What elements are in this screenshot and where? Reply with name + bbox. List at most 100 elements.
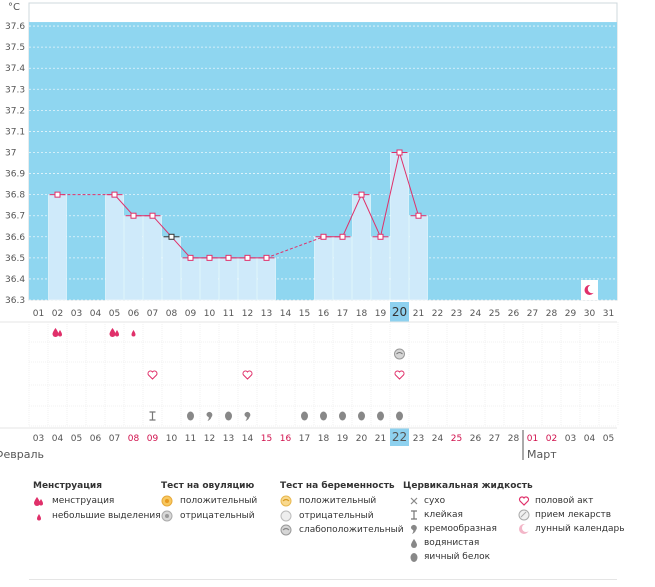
spotting-icon: [37, 514, 41, 521]
date-label: 21: [375, 434, 386, 444]
temperature-line: [361, 194, 381, 237]
y-tick-label: 37.4: [5, 64, 25, 74]
date-label: 28: [508, 434, 520, 444]
date-label: 02: [546, 434, 557, 444]
temperature-point: [415, 212, 422, 219]
cycle-day-label: 10: [204, 309, 216, 319]
temperature-point: [320, 233, 327, 240]
cycle-day-label: 15: [299, 309, 310, 319]
date-label: 08: [128, 434, 140, 444]
cycle-day-label: 19: [375, 309, 387, 319]
cycle-day-label: 04: [90, 309, 102, 319]
heart-icon: [518, 496, 530, 506]
legend-item-watery: водянистая: [424, 538, 480, 548]
legend-title-cervical: Цервикальная жидкость: [403, 481, 533, 491]
egg-white-icon: [320, 411, 327, 421]
y-tick-label: 36.9: [5, 170, 25, 180]
legend-item-creamy: кремообразная: [424, 524, 497, 534]
ovulation-positive-icon: [161, 495, 173, 507]
cycle-day-label: 12: [242, 309, 253, 319]
moon-icon-cut: [587, 284, 597, 294]
cycle-day-highlight: [390, 302, 409, 322]
temperature-bar: [371, 236, 390, 301]
legend-item-dry: сухо: [424, 496, 446, 506]
temperature-line: [399, 152, 419, 216]
y-tick-label: 36.3: [5, 296, 25, 306]
cycle-day-label: 06: [128, 309, 140, 319]
y-tick-label: 37.2: [5, 106, 25, 116]
cycle-day-label: 31: [603, 309, 614, 319]
cycle-day-label: 17: [337, 309, 348, 319]
cycle-day-label: 11: [223, 309, 234, 319]
temperature-point: [377, 233, 384, 240]
date-label: 15: [261, 434, 272, 444]
creamy-icon: [206, 411, 213, 421]
temperature-bar: [48, 194, 67, 301]
y-tick-label: 37.6: [5, 22, 25, 32]
legend-item-intercourse: половой акт: [535, 496, 594, 506]
heart-icon: [242, 370, 253, 380]
date-label: 18: [318, 434, 330, 444]
cycle-day-label: 14: [280, 309, 292, 319]
sticky-icon: [411, 510, 417, 520]
temperature-line: [171, 236, 191, 259]
date-label: 27: [489, 434, 500, 444]
temperature-bar: [352, 194, 371, 301]
date-label: 09: [147, 434, 159, 444]
cycle-day-label: 05: [109, 309, 120, 319]
temperature-bar: [143, 215, 162, 301]
legend-item-medication: прием лекарств: [535, 510, 612, 520]
menstruation-icon: [109, 328, 116, 337]
pregnancy-negative-icon: [280, 510, 292, 522]
legend-item-pregnancy-weak: слабоположительный: [299, 525, 404, 535]
cycle-day-label: 13: [261, 309, 272, 319]
creamy-icon: [410, 524, 417, 534]
sticky-icon: [149, 411, 156, 421]
temperature-bar: [124, 215, 143, 301]
date-label: 16: [280, 434, 292, 444]
temperature-bar: [314, 236, 333, 301]
menstruation-icon: [34, 497, 43, 506]
temperature-point: [206, 254, 213, 261]
heart-icon: [394, 370, 405, 380]
legend-title-pregnancy-test: Тест на беременность: [280, 481, 395, 491]
legend-item-sticky: клейкая: [424, 510, 463, 520]
dry-icon: [410, 497, 418, 505]
temperature-point: [396, 149, 403, 156]
temperature-bar: [238, 257, 257, 301]
menstruation-icon: [52, 328, 59, 337]
egg-white-icon: [187, 411, 194, 421]
cycle-day-label: 28: [546, 309, 558, 319]
temperature-bar: [200, 257, 219, 301]
pregnancy-positive-icon: [280, 495, 292, 507]
date-label: 17: [299, 434, 310, 444]
temperature-point: [149, 212, 156, 219]
temperature-point: [244, 254, 251, 261]
temperature-point: [358, 191, 365, 198]
cycle-day-label: 24: [470, 309, 482, 319]
cycle-day-label: 30: [584, 309, 596, 319]
date-label: 14: [242, 434, 254, 444]
y-tick-label: 36.4: [5, 275, 25, 285]
date-label: 03: [565, 434, 576, 444]
legend-item-ovulation-negative: отрицательный: [180, 511, 255, 521]
date-label: 24: [432, 434, 444, 444]
cycle-day-label: 01: [33, 309, 44, 319]
cycle-day-label: 20: [392, 305, 407, 319]
date-label: 04: [52, 434, 64, 444]
moon-icon: [519, 524, 530, 534]
date-label: 20: [356, 434, 368, 444]
legend-title-menstruation: Менструация: [33, 481, 102, 491]
temperature-bar: [105, 194, 124, 301]
menstruation-icon: [115, 330, 119, 337]
date-highlight: [390, 428, 409, 446]
y-tick-label: 36.5: [5, 254, 25, 264]
legend-title-ovulation-test: Тест на овуляцию: [161, 481, 255, 491]
cycle-day-label: 29: [565, 309, 577, 319]
month-label: Февраль: [0, 448, 44, 461]
egg-white-icon: [301, 411, 308, 421]
date-label: 05: [71, 434, 82, 444]
temperature-line: [380, 152, 400, 237]
legend-item-pregnancy-positive: положительный: [299, 496, 377, 506]
egg-white-icon: [377, 411, 384, 421]
